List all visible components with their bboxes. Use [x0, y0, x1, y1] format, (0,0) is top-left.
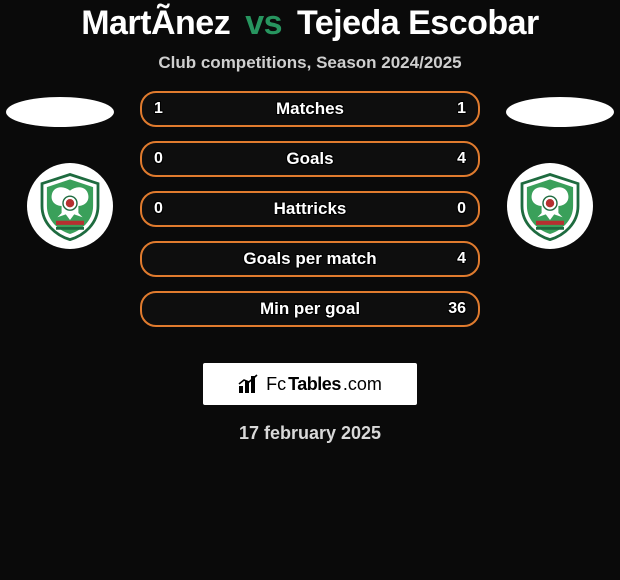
stat-left-value: 1: [154, 93, 163, 125]
stat-right-value: 4: [457, 143, 466, 175]
page-title: MartÃ­nez vs Tejeda Escobar: [0, 4, 620, 43]
stat-label: Goals: [286, 149, 333, 169]
club-crest-icon: [35, 171, 105, 241]
brand-main: Tables: [288, 374, 341, 395]
club-crest-icon: [515, 171, 585, 241]
club-right-badge: [507, 163, 593, 249]
stat-row: Goals per match 4: [140, 241, 480, 277]
stat-label: Matches: [276, 99, 344, 119]
player-right-portrait-placeholder: [506, 97, 614, 127]
comparison-card: MartÃ­nez vs Tejeda Escobar Club competi…: [0, 0, 620, 580]
stat-label: Goals per match: [243, 249, 376, 269]
brand-badge: FcTables.com: [203, 363, 417, 405]
stats-stage: 1 Matches 1 0 Goals 4 0 Hattricks 0 Goal…: [0, 101, 620, 351]
snapshot-date: 17 february 2025: [0, 423, 620, 444]
player-right-name: Tejeda Escobar: [297, 4, 539, 42]
stat-right-value: 1: [457, 93, 466, 125]
stat-right-value: 4: [457, 243, 466, 275]
player-left-name: MartÃ­nez: [81, 4, 230, 42]
stat-row: 0 Goals 4: [140, 141, 480, 177]
stats-rows: 1 Matches 1 0 Goals 4 0 Hattricks 0 Goal…: [140, 91, 480, 341]
brand-suffix: .com: [343, 374, 382, 395]
stat-row: 1 Matches 1: [140, 91, 480, 127]
club-left-badge: [27, 163, 113, 249]
stat-right-value: 36: [448, 293, 466, 325]
bars-icon: [238, 374, 260, 394]
brand-prefix: Fc: [266, 374, 286, 395]
subtitle: Club competitions, Season 2024/2025: [0, 53, 620, 73]
vs-label: vs: [245, 4, 282, 42]
stat-row: 0 Hattricks 0: [140, 191, 480, 227]
stat-label: Hattricks: [274, 199, 347, 219]
stat-right-value: 0: [457, 193, 466, 225]
stat-left-value: 0: [154, 193, 163, 225]
stat-row: Min per goal 36: [140, 291, 480, 327]
stat-left-value: 0: [154, 143, 163, 175]
player-left-portrait-placeholder: [6, 97, 114, 127]
stat-label: Min per goal: [260, 299, 360, 319]
